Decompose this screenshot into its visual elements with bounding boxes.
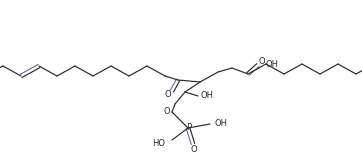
Text: HO: HO	[152, 138, 165, 147]
Text: O: O	[259, 57, 265, 66]
Text: O: O	[164, 106, 170, 115]
Text: OH: OH	[201, 90, 214, 99]
Text: OH: OH	[265, 60, 278, 68]
Text: OH: OH	[215, 118, 227, 128]
Text: O: O	[191, 146, 197, 155]
Text: P: P	[186, 123, 191, 132]
Text: O: O	[165, 90, 171, 99]
